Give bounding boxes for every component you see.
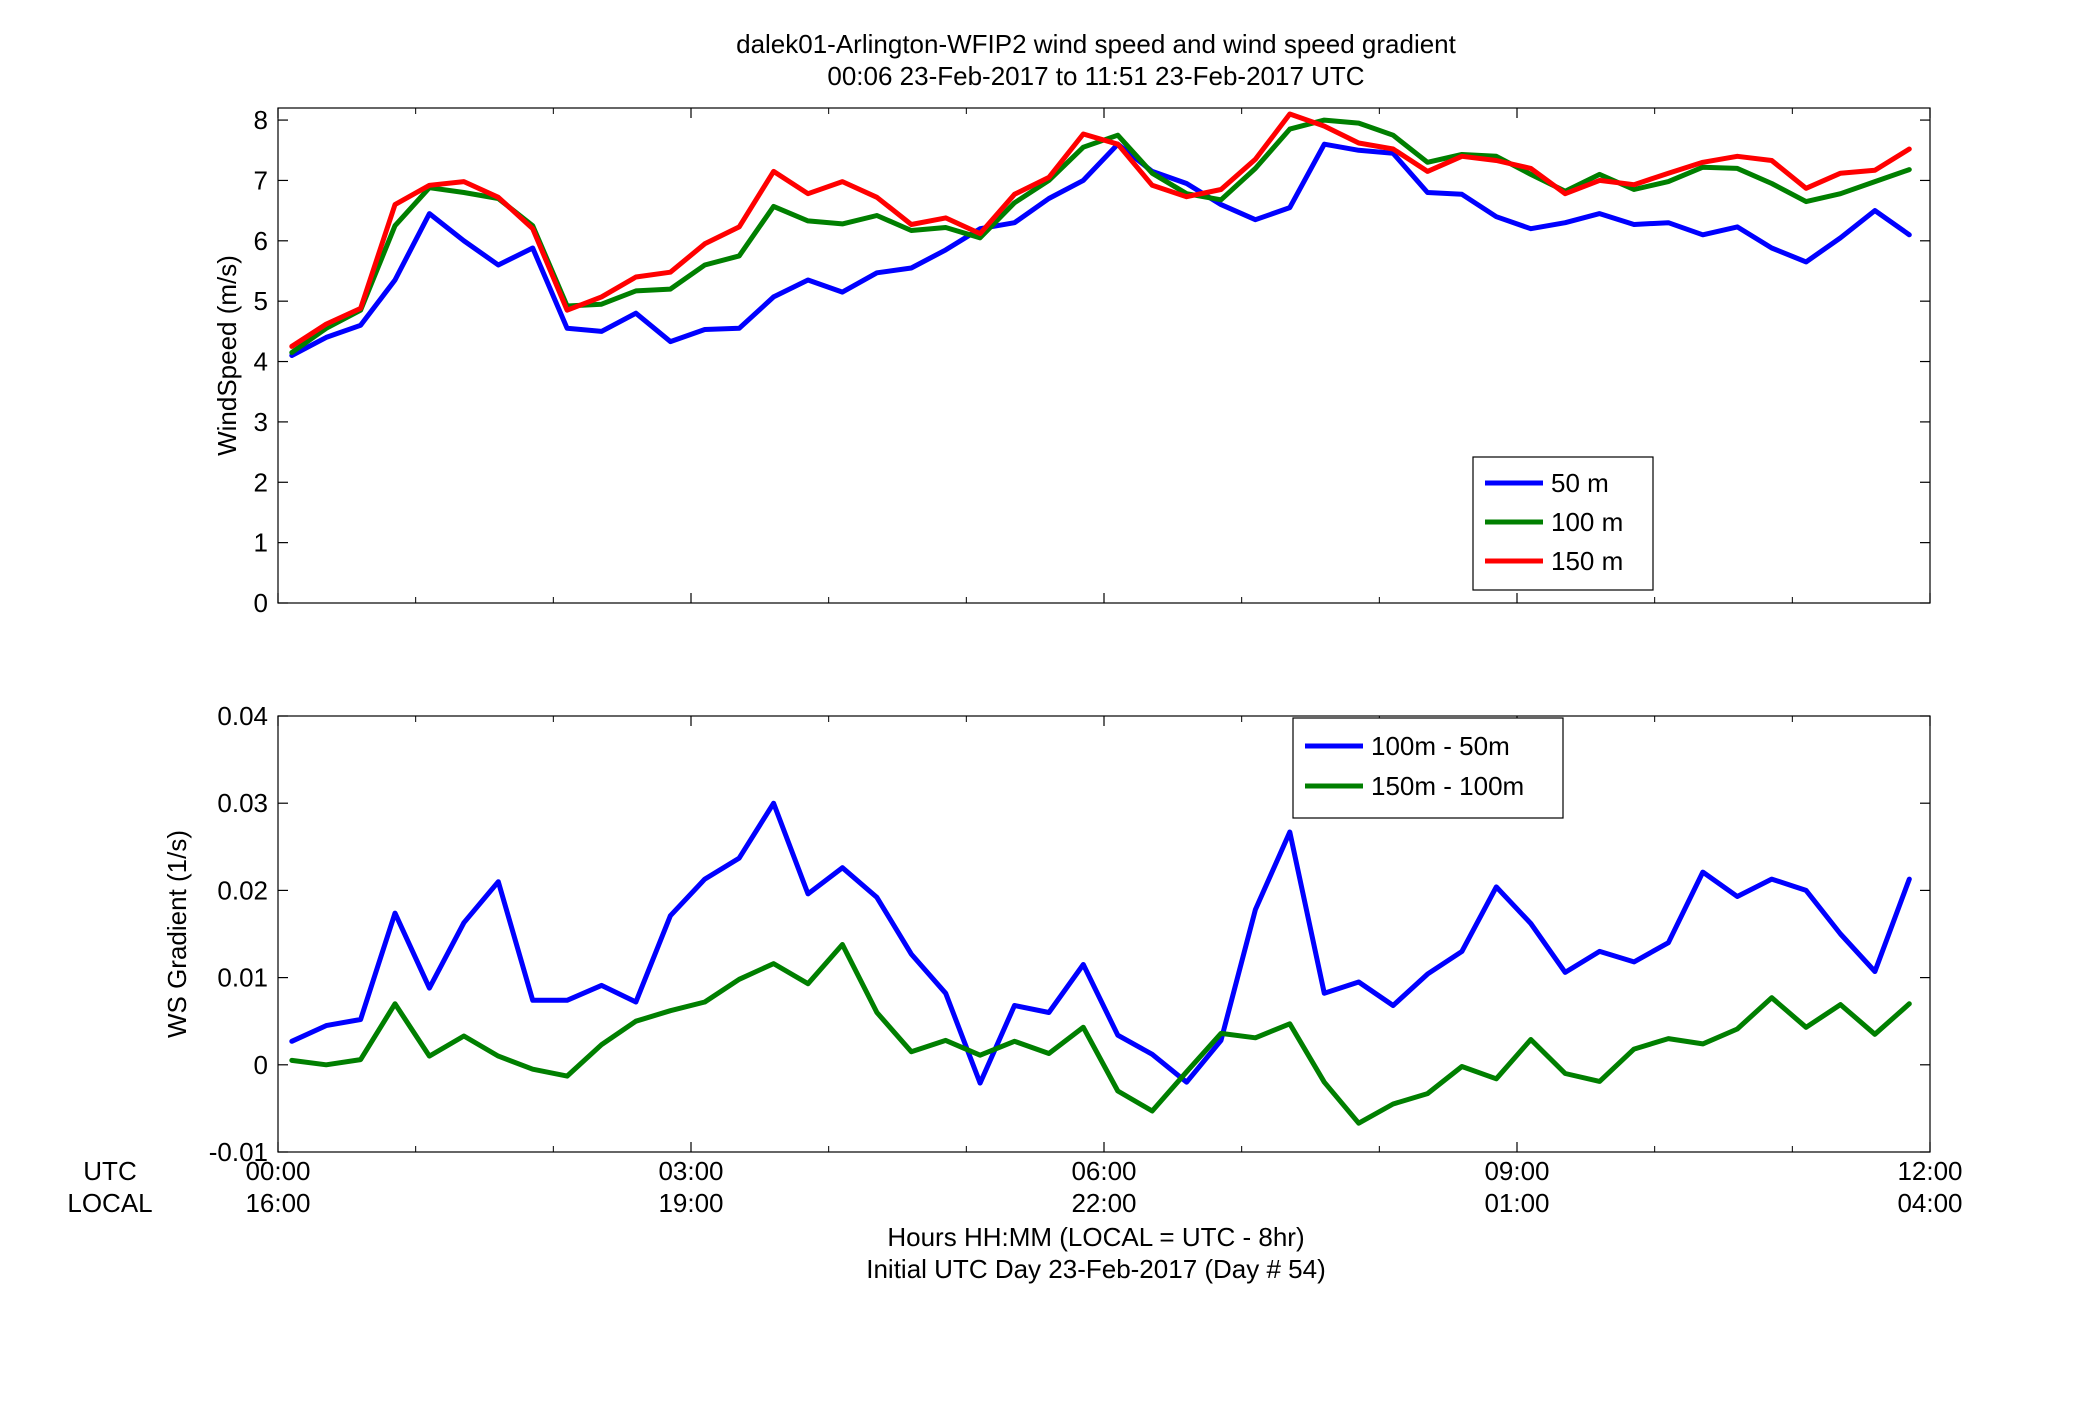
windspeed-ytick-label: 1 — [254, 528, 268, 558]
windspeed-legend: 50 m 100 m 150 m — [1472, 456, 1654, 591]
xtick-label-utc: 03:00 — [658, 1156, 723, 1186]
windspeed-ytick-label: 8 — [254, 105, 268, 135]
windspeed-ytick-label: 4 — [254, 347, 268, 377]
figure-title-line2: 00:06 23-Feb-2017 to 11:51 23-Feb-2017 U… — [827, 61, 1364, 91]
windspeed-legend-label-100-m: 100 m — [1551, 507, 1623, 537]
utc-row-label: UTC — [83, 1156, 136, 1186]
windspeed-ytick-label: 0 — [254, 588, 268, 618]
windspeed-ytick-label: 7 — [254, 165, 268, 195]
gradient-y-axis-label: WS Gradient (1/s) — [162, 830, 192, 1038]
windspeed-y-axis-label: WindSpeed (m/s) — [212, 255, 242, 456]
gradient-ytick-label: 0.02 — [217, 875, 268, 905]
gradient-legend: 100m - 50m 150m - 100m — [1292, 717, 1564, 819]
xtick-label-local: 16:00 — [245, 1188, 310, 1218]
xtick-label-utc: 12:00 — [1897, 1156, 1962, 1186]
xtick-label-utc: 00:00 — [245, 1156, 310, 1186]
gradient-ytick-label: 0.01 — [217, 963, 268, 993]
x-axis-label-line2: Initial UTC Day 23-Feb-2017 (Day # 54) — [866, 1254, 1326, 1284]
windspeed-axes-frame — [277, 107, 1931, 604]
windspeed-axes: 0 1 2 3 4 5 6 7 8 WindSpeed (m/s) 50 m 100 m 150 m — [212, 105, 1931, 618]
gradient-ytick-label: 0 — [254, 1050, 268, 1080]
figure-title-line1: dalek01-Arlington-WFIP2 wind speed and w… — [736, 29, 1457, 59]
windspeed-ytick-label: 5 — [254, 286, 268, 316]
xtick-label-utc: 06:00 — [1071, 1156, 1136, 1186]
gradient-axes: -0.01 0 0.01 0.02 0.03 0.04 WS Gradient (1/s)… — [162, 701, 1931, 1167]
gradient-series-group — [289, 800, 1912, 1126]
gradient-ticks-group: -0.01 0 0.01 0.02 0.03 0.04 — [209, 701, 1931, 1167]
gradient-legend-box — [1292, 717, 1564, 819]
windspeed-ticks-group: 0 1 2 3 4 5 6 7 8 — [254, 105, 1931, 618]
windspeed-ytick-label: 6 — [254, 226, 268, 256]
local-row-label: LOCAL — [67, 1188, 152, 1218]
xtick-label-utc: 09:00 — [1484, 1156, 1549, 1186]
windspeed-legend-label-150-m: 150 m — [1551, 546, 1623, 576]
gradient-ytick-label: 0.03 — [217, 788, 268, 818]
xtick-label-local: 19:00 — [658, 1188, 723, 1218]
xtick-label-local: 22:00 — [1071, 1188, 1136, 1218]
windspeed-ytick-label: 3 — [254, 407, 268, 437]
windspeed-series-line-50-m — [289, 141, 1912, 358]
gradient-ytick-label: 0.04 — [217, 701, 268, 731]
windspeed-legend-label-50-m: 50 m — [1551, 468, 1609, 498]
windspeed-series-group — [289, 111, 1912, 358]
windspeed-series-line-150-m — [289, 111, 1912, 349]
gradient-ytick-label: -0.01 — [209, 1137, 268, 1167]
x-axis-label-line1: Hours HH:MM (LOCAL = UTC - 8hr) — [887, 1222, 1304, 1252]
windspeed-ytick-label: 2 — [254, 467, 268, 497]
gradient-series-line-100m-50m — [289, 800, 1912, 1086]
gradient-legend-label-150m-100m: 150m - 100m — [1371, 771, 1524, 801]
gradient-legend-label-100m-50m: 100m - 50m — [1371, 731, 1510, 761]
xtick-label-local: 01:00 — [1484, 1188, 1549, 1218]
gradient-series-line-150m-100m — [289, 942, 1912, 1126]
gradient-axes-frame — [277, 715, 1931, 1153]
xtick-label-local: 04:00 — [1897, 1188, 1962, 1218]
